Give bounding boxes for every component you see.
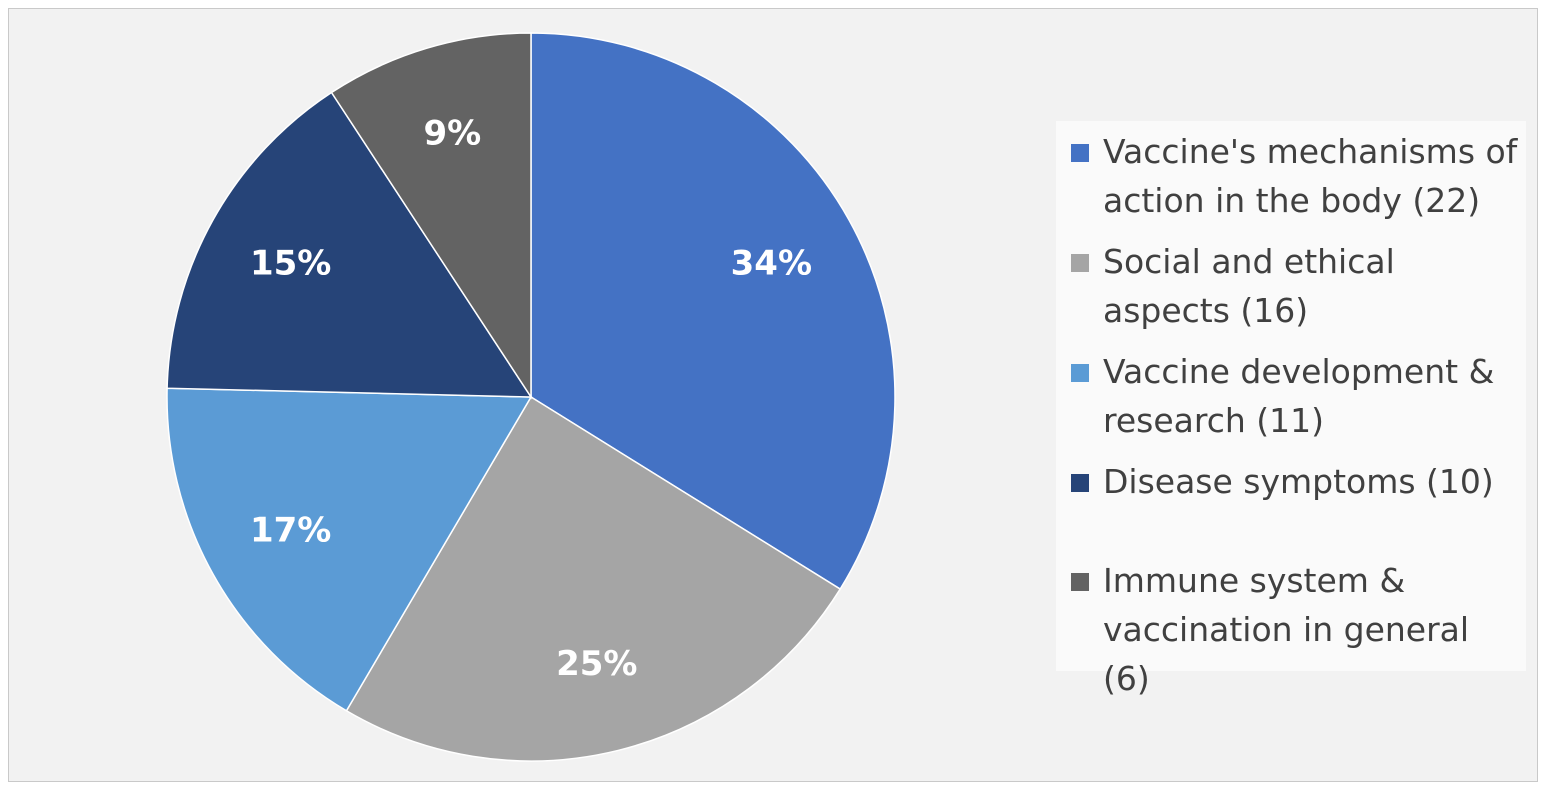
- pie-slice-1: [345, 395, 842, 762]
- pie-slice-2: [166, 387, 533, 712]
- legend-swatch: [1071, 364, 1089, 382]
- legend: Vaccine's mechanisms of action in the bo…: [1056, 121, 1526, 698]
- legend-label: Vaccine's mechanisms of action in the bo…: [1103, 132, 1518, 220]
- data-label-0: 34%: [731, 243, 812, 283]
- legend-item-social: Social and ethical aspects (16): [1071, 237, 1526, 335]
- pie-slice-3: [166, 91, 533, 398]
- legend-swatch: [1071, 144, 1089, 162]
- pie-slice-0: [530, 32, 896, 591]
- legend-item-symptoms: Disease symptoms (10): [1071, 457, 1526, 506]
- legend-swatch: [1071, 573, 1089, 591]
- data-label-2: 17%: [250, 511, 331, 551]
- legend-swatch: [1071, 254, 1089, 272]
- legend-item-mechanisms: Vaccine's mechanisms of action in the bo…: [1071, 127, 1526, 225]
- data-label-4: 9%: [423, 113, 481, 153]
- chart-frame: 34% 25% 17% 15% 9% Vaccine's mechanisms of a…: [8, 8, 1538, 782]
- legend-label: Disease symptoms (10): [1103, 462, 1494, 501]
- data-label-3: 15%: [250, 243, 331, 283]
- legend-label: Social and ethical aspects (16): [1103, 242, 1395, 330]
- pie-chart: 34% 25% 17% 15% 9%: [166, 32, 896, 762]
- pie-slice-4: [330, 32, 532, 400]
- legend-item-immune: Immune system & vaccination in general (…: [1071, 556, 1526, 703]
- legend-label: Vaccine development & research (11): [1103, 352, 1495, 440]
- data-label-1: 25%: [556, 644, 637, 684]
- pie-labels: 34% 25% 17% 15% 9%: [250, 113, 812, 684]
- legend-label: Immune system & vaccination in general (…: [1103, 561, 1470, 698]
- pie-slices: [166, 32, 896, 762]
- legend-swatch: [1071, 474, 1089, 492]
- legend-item-development: Vaccine development & research (11): [1071, 347, 1526, 445]
